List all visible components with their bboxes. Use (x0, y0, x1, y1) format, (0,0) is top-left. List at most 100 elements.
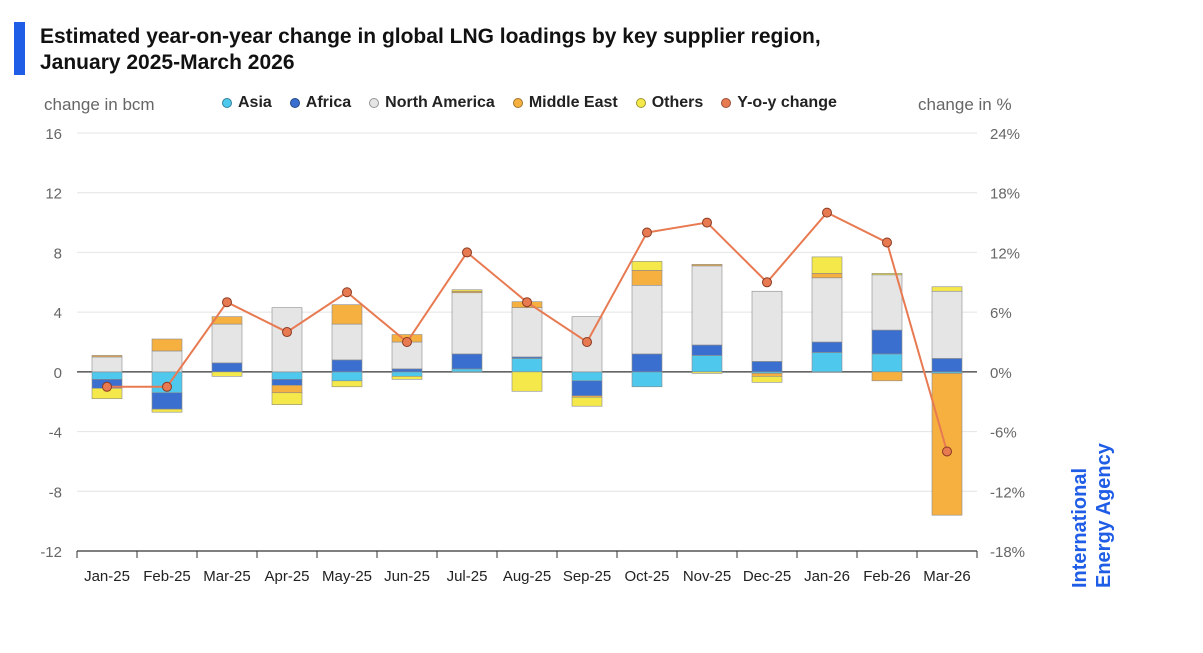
y2-tick-label: -12% (990, 484, 1025, 501)
bar-segment-north-america (331, 323, 363, 361)
bar-segment-middle-east (631, 270, 663, 286)
y-tick-label: 8 (54, 245, 62, 262)
yoy-change-point (702, 217, 712, 228)
bar-segment-others (871, 273, 903, 276)
y2-tick-label: 12% (990, 245, 1020, 262)
legend-label-yoy-change: Y-o-y change (737, 94, 837, 111)
legend-swatch-africa (289, 98, 300, 108)
bar-segment-north-america (271, 307, 303, 373)
title-accent-bar (14, 22, 25, 75)
legend-label-others: Others (651, 94, 704, 111)
legend-label-north-america: North America (385, 94, 495, 111)
bar-segment-others (391, 376, 423, 380)
y-tick-label: -12 (40, 544, 62, 561)
bar-segment-others (451, 289, 483, 292)
bar-segment-africa (331, 359, 363, 373)
bar-segment-others (751, 376, 783, 383)
x-tick-label: Oct-25 (624, 568, 669, 585)
bar-segment-middle-east (91, 355, 123, 358)
bar-segment-north-america (511, 307, 543, 358)
yoy-change-point (942, 446, 952, 457)
yoy-change-point (102, 381, 112, 392)
x-tick-label: Jan-25 (84, 568, 130, 585)
bar-segment-others (631, 261, 663, 271)
legend-item-middle-east: Middle East (512, 94, 618, 112)
bar-segment-others (811, 256, 843, 274)
x-tick-label: Feb-25 (143, 568, 191, 585)
bar-segment-others (271, 392, 303, 405)
bar-segment-north-america (931, 290, 963, 359)
x-tick-label: Dec-25 (743, 568, 791, 585)
bar-segment-africa (391, 368, 423, 373)
bar-segment-africa (691, 344, 723, 356)
legend-swatch-others (635, 98, 646, 108)
y2-tick-label: 6% (990, 305, 1012, 322)
yoy-change-point (162, 381, 172, 392)
bar-segment-middle-east (691, 264, 723, 267)
x-tick-label: Jun-25 (384, 568, 430, 585)
y-tick-label: 12 (45, 186, 62, 203)
legend-item-yoy-change: Y-o-y change (721, 94, 837, 112)
yoy-change-point (462, 247, 472, 258)
bar-segment-north-america (451, 292, 483, 355)
y-tick-label: -4 (49, 425, 62, 442)
legend-swatch-asia (222, 98, 232, 108)
yoy-change-point (402, 337, 412, 347)
bar-segment-north-america (211, 323, 243, 364)
chart-title-line-1: Estimated year-on-year change in global … (40, 25, 821, 48)
yoy-change-point (342, 287, 352, 298)
bar-segment-africa (931, 358, 963, 373)
bar-segment-asia (391, 371, 423, 377)
x-tick-label: Apr-25 (264, 568, 309, 585)
chart-title-line-2: January 2025-March 2026 (40, 51, 295, 74)
bar-segment-others (211, 371, 243, 377)
x-tick-label: Mar-25 (203, 568, 251, 585)
bar-segment-africa (151, 392, 183, 410)
bar-segment-africa (631, 353, 663, 373)
bar-segment-asia (691, 355, 723, 373)
bar-segment-others (571, 396, 603, 407)
y2-tick-label: 18% (990, 186, 1020, 203)
bar-segment-north-america (691, 265, 723, 346)
yoy-change-point (522, 297, 532, 308)
bar-segment-north-america (751, 290, 783, 362)
bar-segment-middle-east (151, 338, 183, 352)
y2-tick-label: 0% (990, 365, 1012, 382)
yoy-change-point (642, 227, 652, 238)
bar-segment-asia (811, 352, 843, 373)
bar-segment-middle-east (211, 316, 243, 325)
yoy-change-point (762, 277, 772, 288)
bar-segment-middle-east (271, 384, 303, 394)
right-axis-unit-label: change in % (918, 95, 1012, 114)
x-tick-label: Jan-26 (804, 568, 850, 585)
bar-segment-others (931, 286, 963, 292)
legend-swatch-yoy-change (721, 98, 732, 108)
bar-segment-north-america (871, 274, 903, 331)
left-axis-unit-label: change in bcm (44, 95, 155, 114)
x-tick-label: Nov-25 (683, 568, 731, 585)
bar-segment-north-america (811, 277, 843, 343)
x-tick-label: Mar-26 (923, 568, 971, 585)
bar-segment-others (691, 371, 723, 374)
y-tick-label: 16 (45, 126, 62, 143)
legend-item-north-america: North America (369, 94, 495, 112)
x-tick-label: May-25 (322, 568, 372, 585)
bar-segment-middle-east (871, 371, 903, 382)
bar-segment-others (151, 408, 183, 413)
y2-tick-label: 24% (990, 126, 1020, 143)
bar-segment-asia (631, 371, 663, 388)
bar-segment-africa (571, 380, 603, 397)
bar-segment-north-america (91, 356, 123, 373)
bar-segment-africa (271, 379, 303, 386)
bar-segment-north-america (151, 350, 183, 373)
yoy-change-point (582, 337, 592, 347)
iea-logo-line-2: Energy Agency (1093, 442, 1115, 588)
y-tick-label: 4 (54, 305, 62, 322)
bar-segment-africa (811, 341, 843, 353)
x-tick-label: Sep-25 (563, 568, 611, 585)
y-tick-label: -8 (49, 484, 62, 501)
bar-segment-asia (511, 358, 543, 373)
bar-segment-asia (331, 371, 363, 382)
bar-segment-others (331, 380, 363, 388)
